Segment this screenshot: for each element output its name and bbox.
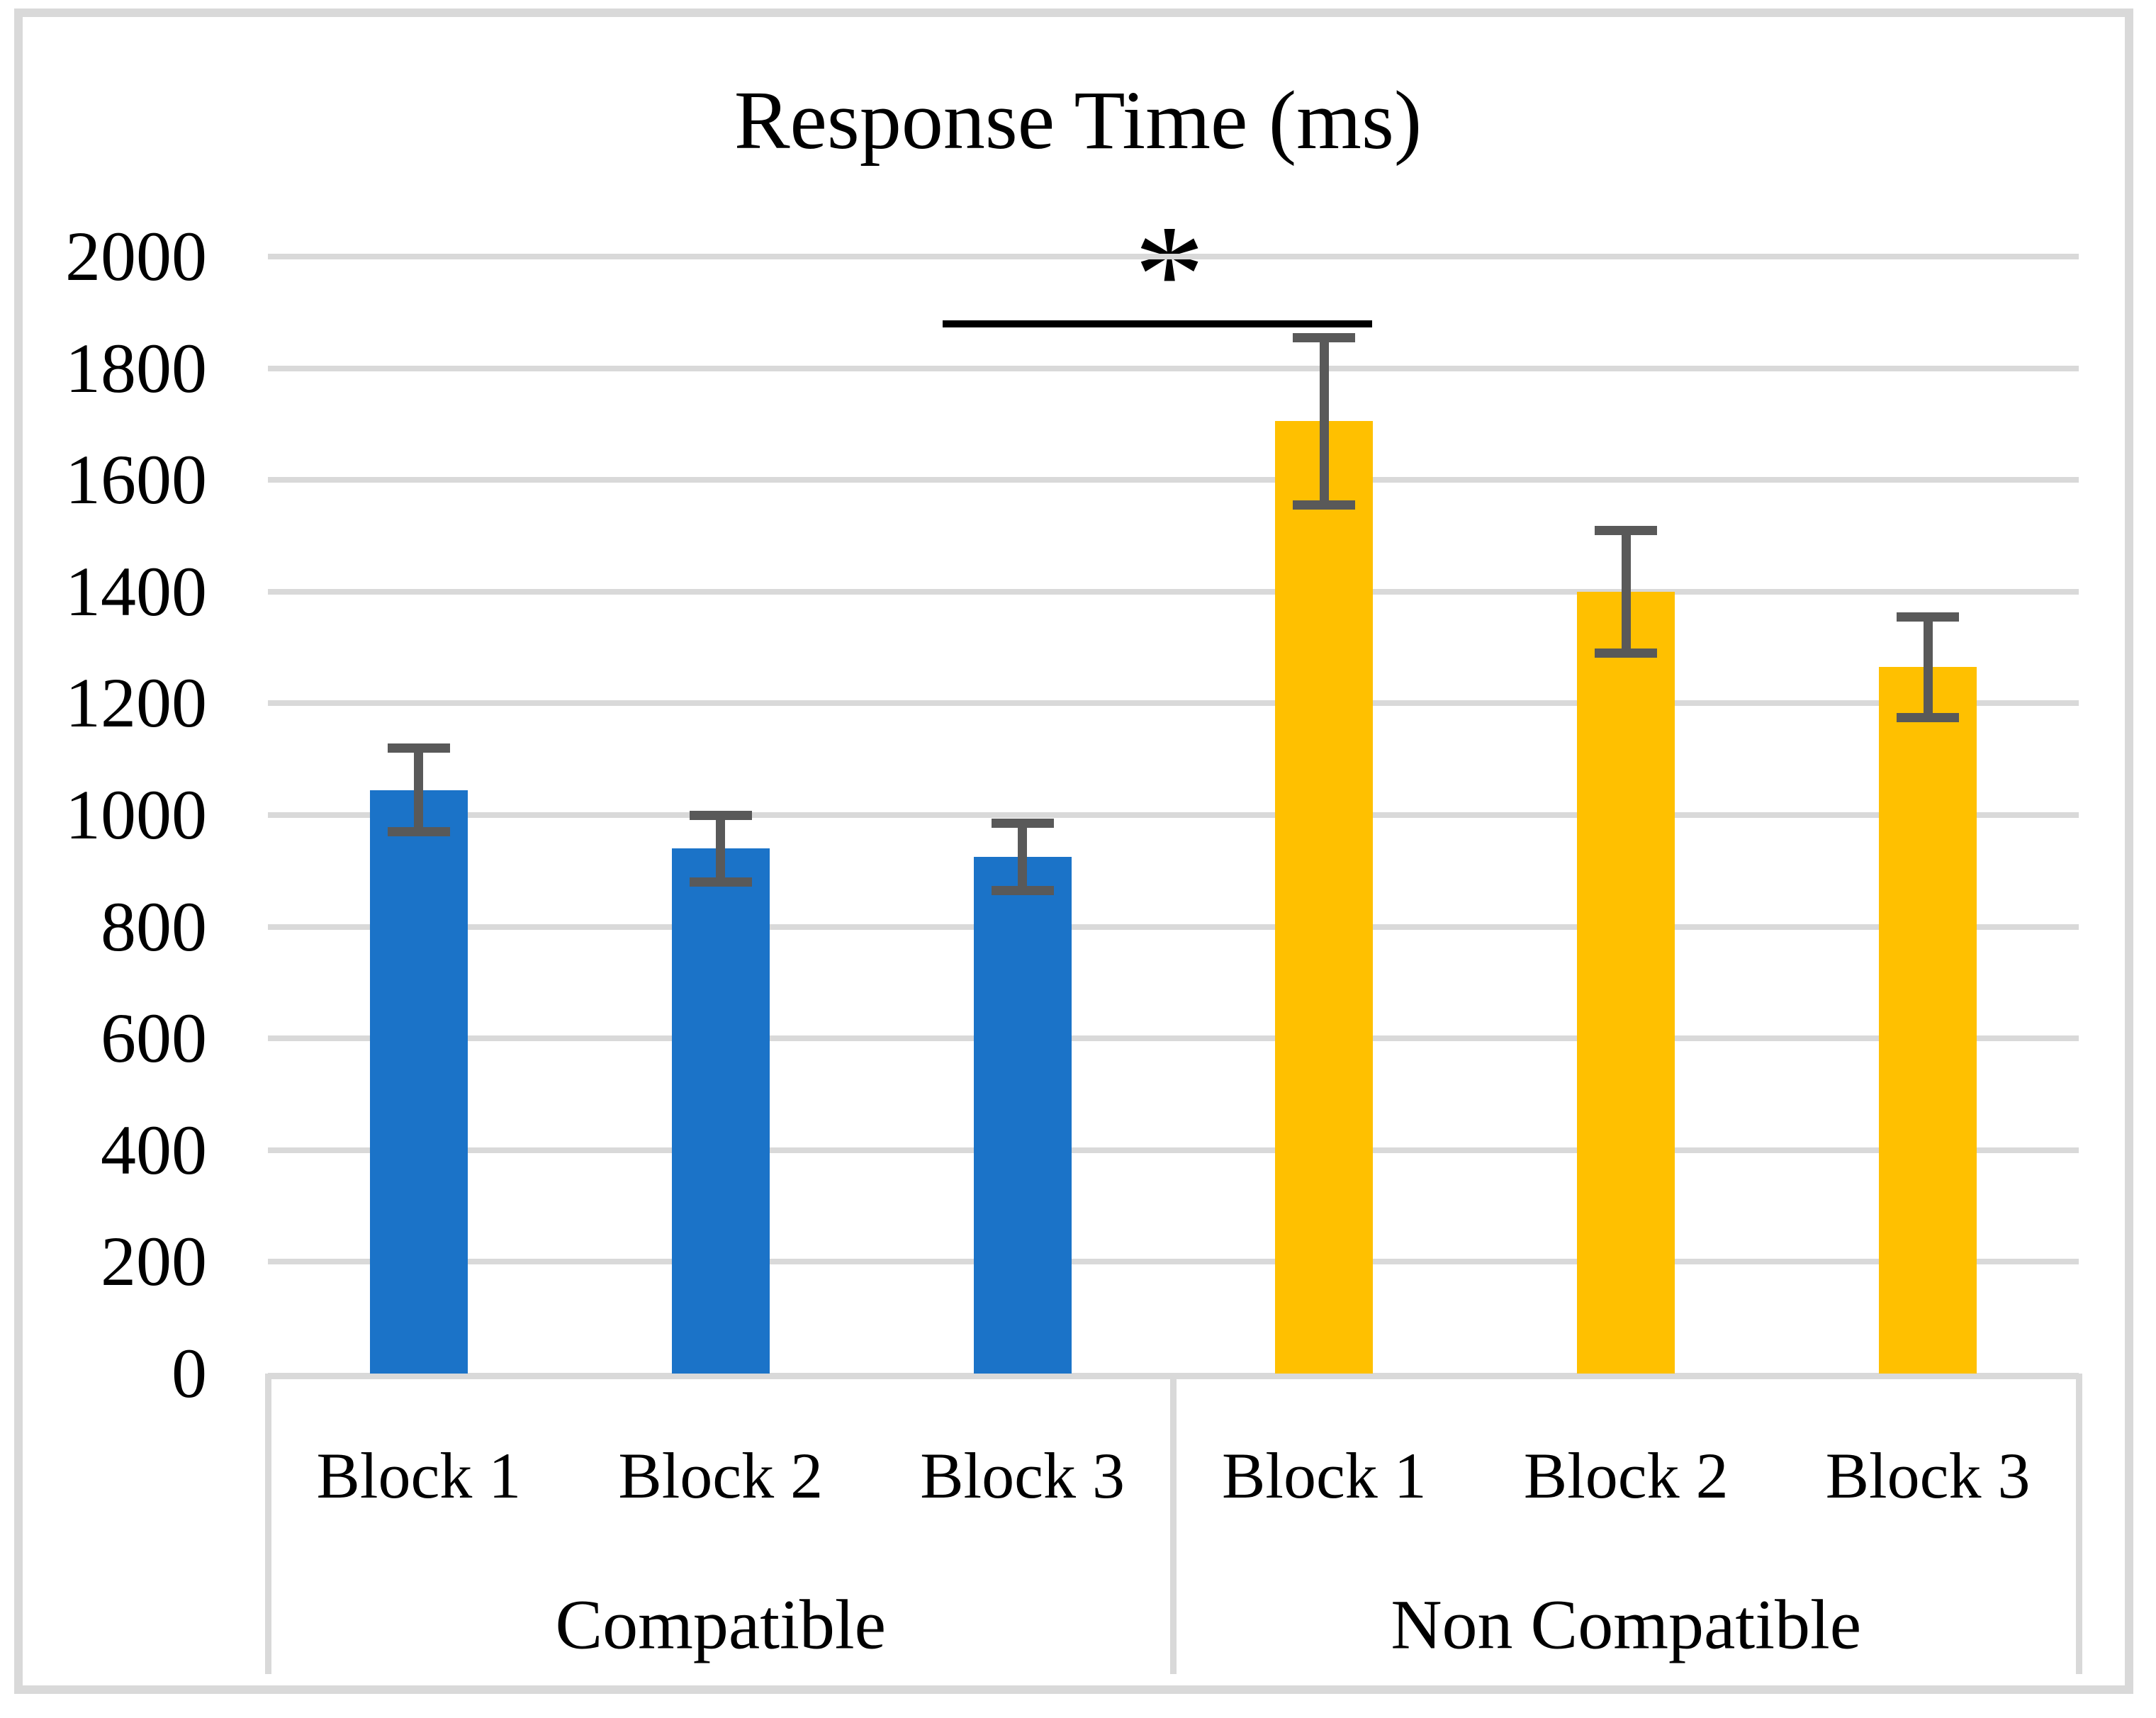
error-bar-cap-4-high — [1595, 525, 1658, 535]
chart-outer-frame — [14, 9, 2133, 1694]
error-bar-cap-3-low — [1293, 500, 1356, 510]
group-label-compatible: Compatible — [555, 1585, 887, 1664]
y-tick-label-1400: 1400 — [65, 551, 207, 631]
y-tick-label-200: 200 — [101, 1222, 207, 1301]
error-bar-cap-4-low — [1595, 648, 1658, 658]
y-tick-label-400: 400 — [101, 1110, 207, 1189]
chart-title: Response Time (ms) — [734, 74, 1422, 167]
y-tick-label-0: 0 — [172, 1334, 207, 1413]
error-bar-line-3 — [1319, 337, 1329, 505]
y-tick-label-1800: 1800 — [65, 328, 207, 408]
gridline-1200 — [268, 700, 2079, 707]
significance-bracket-line — [943, 320, 1372, 327]
y-tick-label-600: 600 — [101, 999, 207, 1078]
x-label-non-compatible-block-2: Block 2 — [1523, 1439, 1729, 1512]
error-bar-cap-0-low — [387, 827, 450, 837]
error-bar-line-0 — [414, 748, 424, 832]
significance-asterisk: * — [1134, 196, 1205, 353]
gridline-800 — [268, 923, 2079, 930]
error-bar-line-1 — [716, 815, 726, 882]
bar-non-compatible-block-1 — [1275, 421, 1374, 1374]
gridline-1000 — [268, 812, 2079, 818]
gridline-2000 — [268, 254, 2079, 259]
y-tick-label-800: 800 — [101, 887, 207, 966]
error-bar-line-5 — [1923, 617, 1933, 718]
bar-non-compatible-block-3 — [1879, 667, 1977, 1374]
error-bar-cap-2-high — [991, 819, 1054, 829]
error-bar-cap-5-low — [1897, 712, 1960, 722]
y-tick-label-1000: 1000 — [65, 775, 207, 854]
y-tick-label-1200: 1200 — [65, 663, 207, 743]
gridline-1800 — [268, 365, 2079, 371]
category-axis-divider-0 — [264, 1374, 271, 1674]
error-bar-line-4 — [1621, 530, 1631, 653]
bar-compatible-block-3 — [973, 857, 1072, 1374]
y-tick-label-2000: 2000 — [65, 217, 207, 296]
gridline-400 — [268, 1147, 2079, 1153]
x-label-non-compatible-block-3: Block 3 — [1825, 1439, 2031, 1512]
error-bar-cap-3-high — [1293, 332, 1356, 342]
x-label-compatible-block-3: Block 3 — [920, 1439, 1125, 1512]
error-bar-cap-2-low — [991, 885, 1054, 895]
x-label-non-compatible-block-1: Block 1 — [1222, 1439, 1427, 1512]
category-axis-divider-1 — [1170, 1374, 1177, 1674]
error-bar-cap-1-low — [689, 877, 752, 887]
category-axis-divider-2 — [2075, 1374, 2082, 1674]
error-bar-cap-0-high — [387, 743, 450, 753]
gridline-200 — [268, 1259, 2079, 1265]
gridline-1400 — [268, 588, 2079, 595]
error-bar-cap-5-high — [1897, 612, 1960, 622]
x-label-compatible-block-1: Block 1 — [316, 1439, 522, 1512]
error-bar-cap-1-high — [689, 810, 752, 820]
gridline-1600 — [268, 477, 2079, 483]
gridline-600 — [268, 1035, 2079, 1042]
group-label-non-compatible: Non Compatible — [1391, 1585, 1862, 1664]
y-tick-label-1600: 1600 — [65, 440, 207, 520]
bar-compatible-block-1 — [369, 790, 468, 1374]
bar-compatible-block-2 — [671, 848, 770, 1374]
bar-non-compatible-block-2 — [1577, 591, 1675, 1374]
error-bar-line-2 — [1018, 823, 1028, 891]
x-label-compatible-block-2: Block 2 — [618, 1439, 824, 1512]
